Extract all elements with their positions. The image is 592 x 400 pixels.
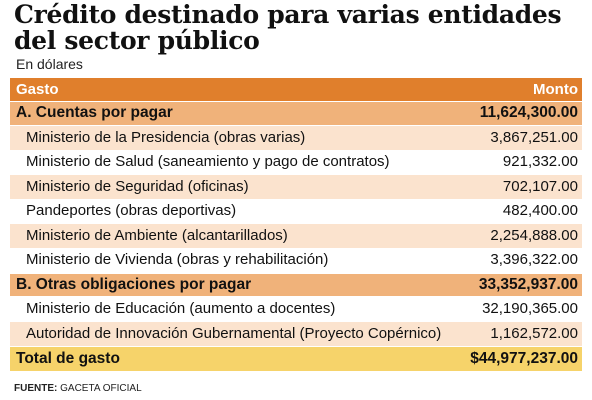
column-header-gasto: Gasto xyxy=(16,80,59,98)
total-value: $44,977,237.00 xyxy=(470,349,578,367)
table-row: Autoridad de Innovación Gubernamental (P… xyxy=(10,321,582,346)
table-header-row: Gasto Monto xyxy=(10,78,582,101)
table-row: Ministerio de Educación (aumento a docen… xyxy=(10,297,582,322)
table-row: Ministerio de Vivienda (obras y rehabili… xyxy=(10,248,582,273)
row-value: 3,867,251.00 xyxy=(490,128,578,146)
table-row: Ministerio de la Presidencia (obras vari… xyxy=(10,125,582,150)
row-value: 702,107.00 xyxy=(502,177,578,195)
section-label: A. Cuentas por pagar xyxy=(16,104,173,122)
table-row: Pandeportes (obras deportivas) 482,400.0… xyxy=(10,199,582,224)
row-label: Pandeportes (obras deportivas) xyxy=(26,202,237,220)
expense-table: Gasto Monto A. Cuentas por pagar 11,624,… xyxy=(10,78,582,371)
section-value: 33,352,937.00 xyxy=(478,275,578,293)
row-value: 482,400.00 xyxy=(502,202,578,220)
section-row-b: B. Otras obligaciones por pagar 33,352,9… xyxy=(10,272,582,297)
source-key: FUENTE: xyxy=(14,383,58,394)
chart-title: Crédito destinado para varias entidades … xyxy=(14,0,562,55)
row-label: Ministerio de la Presidencia (obras vari… xyxy=(26,128,306,146)
row-value: 921,332.00 xyxy=(502,153,578,171)
source-note: FUENTE: GACETA OFICIAL xyxy=(14,383,142,395)
total-row: Total de gasto $44,977,237.00 xyxy=(10,346,582,371)
source-text: GACETA OFICIAL xyxy=(60,383,142,394)
section-value: 11,624,300.00 xyxy=(479,104,578,122)
table-row: Ministerio de Seguridad (oficinas) 702,1… xyxy=(10,174,582,199)
column-header-monto: Monto xyxy=(533,80,578,98)
total-label: Total de gasto xyxy=(16,349,120,367)
row-label: Autoridad de Innovación Gubernamental (P… xyxy=(26,324,442,342)
row-value: 3,396,322.00 xyxy=(490,251,578,269)
row-label: Ministerio de Educación (aumento a docen… xyxy=(26,300,336,318)
row-value: 2,254,888.00 xyxy=(490,226,578,244)
chart-subtitle: En dólares xyxy=(16,56,83,72)
row-label: Ministerio de Seguridad (oficinas) xyxy=(26,177,249,195)
row-label: Ministerio de Ambiente (alcantarillados) xyxy=(26,226,288,244)
section-row-a: A. Cuentas por pagar 11,624,300.00 xyxy=(10,101,582,126)
row-label: Ministerio de Vivienda (obras y rehabili… xyxy=(26,251,329,269)
row-value: 1,162,572.00 xyxy=(490,324,578,342)
table-row: Ministerio de Ambiente (alcantarillados)… xyxy=(10,223,582,248)
section-label: B. Otras obligaciones por pagar xyxy=(16,275,252,293)
row-label: Ministerio de Salud (saneamiento y pago … xyxy=(26,153,390,171)
table-row: Ministerio de Salud (saneamiento y pago … xyxy=(10,150,582,175)
row-value: 32,190,365.00 xyxy=(482,300,578,318)
